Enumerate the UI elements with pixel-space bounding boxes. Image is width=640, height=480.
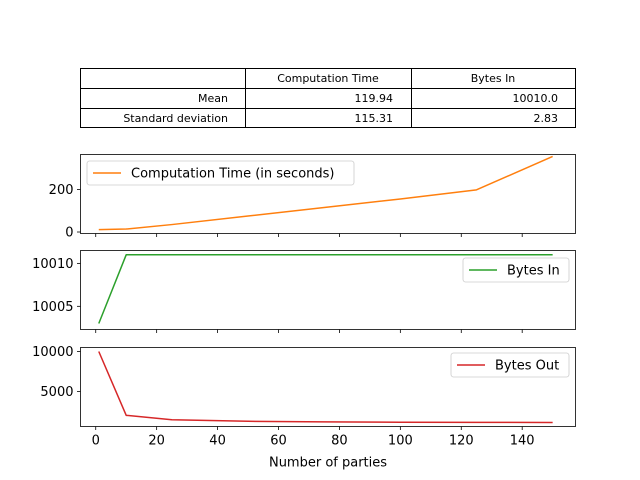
bytes-out-panel: 5000 10000 0 20 40 60 80 100 120 140 Number of par… <box>32 345 576 471</box>
legend: Bytes In <box>462 257 570 283</box>
y-tick-label: 10000 <box>32 345 73 360</box>
table-cell-std-bytes-in: 2.83 <box>534 112 559 125</box>
x-tick-label: 40 <box>209 434 226 449</box>
legend-box <box>86 160 355 186</box>
y-tick-label: 10005 <box>32 300 73 315</box>
x-tick-label: 20 <box>148 434 165 449</box>
table-border <box>80 68 576 128</box>
y-tick-label: 0 <box>65 226 73 241</box>
table-header-bytes-in: Bytes In <box>471 72 516 85</box>
x-tick-label: 140 <box>510 434 535 449</box>
legend-box <box>462 257 570 283</box>
y-tick-label: 200 <box>49 183 74 198</box>
table-row-label-std: Standard deviation <box>123 112 228 125</box>
computation-time-panel: 0 200 Computation Time (in seconds) <box>49 154 576 241</box>
series-line-bytes-in <box>98 254 553 324</box>
series-line-bytes-out <box>98 351 553 424</box>
legend-label: Bytes In <box>507 264 560 279</box>
bytes-in-panel: 10005 10010 Bytes In <box>32 250 576 333</box>
table-cell-std-computation-time: 115.31 <box>355 112 394 125</box>
legend: Computation Time (in seconds) <box>86 160 355 186</box>
x-tick-label: 60 <box>270 434 287 449</box>
summary-table: Computation Time Bytes In Mean 119.94 10… <box>80 68 576 128</box>
axes-frame <box>80 250 576 330</box>
y-tick-label: 5000 <box>40 385 73 400</box>
table-cell-mean-bytes-in: 10010.0 <box>513 92 559 105</box>
axes-frame <box>80 347 576 427</box>
x-tick-label: 100 <box>388 434 413 449</box>
legend-label: Bytes Out <box>495 359 559 374</box>
series-line-computation-time-in-seconds <box>98 155 553 231</box>
legend-box <box>450 352 570 378</box>
axes-frame <box>80 154 576 234</box>
y-tick-label: 10010 <box>32 257 73 272</box>
x-tick-label: 0 <box>92 434 100 449</box>
legend: Bytes Out <box>450 352 570 378</box>
legend-label: Computation Time (in seconds) <box>131 167 335 182</box>
x-tick-label: 80 <box>331 434 348 449</box>
x-axis-label: Number of parties <box>269 456 387 471</box>
table-row-label-mean: Mean <box>198 92 228 105</box>
table-cell-mean-computation-time: 119.94 <box>355 92 394 105</box>
x-tick-label: 120 <box>449 434 474 449</box>
table-header-computation-time: Computation Time <box>277 72 379 85</box>
